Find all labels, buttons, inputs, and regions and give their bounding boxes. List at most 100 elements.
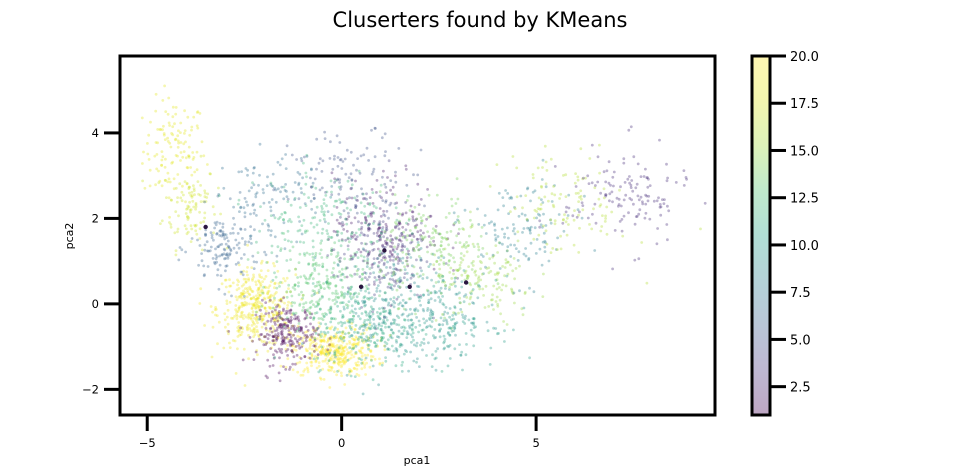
scatter-point	[185, 232, 189, 236]
scatter-point	[401, 250, 405, 254]
scatter-point	[404, 308, 408, 312]
scatter-point	[364, 311, 368, 314]
scatter-point	[506, 260, 510, 264]
scatter-point	[449, 283, 452, 286]
scatter-point	[331, 167, 335, 171]
scatter-point	[550, 192, 554, 196]
scatter-point	[334, 332, 338, 336]
scatter-point	[421, 237, 424, 241]
scatter-point	[259, 315, 263, 319]
scatter-point	[292, 312, 296, 316]
scatter-point	[230, 316, 233, 320]
scatter-point	[216, 273, 219, 277]
scatter-point	[397, 227, 401, 231]
scatter-point	[298, 302, 302, 306]
scatter-point	[453, 260, 456, 264]
scatter-point	[319, 286, 323, 290]
scatter-point	[392, 299, 395, 303]
scatter-point	[270, 184, 274, 188]
scatter-point	[427, 301, 430, 304]
scatter-point	[367, 275, 371, 279]
scatter-point	[425, 217, 428, 221]
scatter-point	[194, 203, 198, 207]
scatter-point	[404, 301, 408, 304]
scatter-point	[216, 194, 220, 198]
scatter-point	[393, 245, 396, 249]
scatter-point	[391, 192, 395, 196]
scatter-point	[364, 310, 367, 314]
scatter-point	[372, 204, 376, 208]
scatter-point	[291, 368, 295, 372]
scatter-point	[537, 212, 540, 216]
scatter-point	[309, 273, 313, 277]
scatter-point	[333, 353, 337, 357]
scatter-point	[342, 296, 346, 300]
scatter-point	[246, 203, 250, 207]
scatter-point	[350, 285, 354, 289]
scatter-point	[241, 327, 244, 331]
scatter-point	[343, 275, 347, 279]
scatter-point	[249, 317, 253, 321]
scatter-point	[332, 350, 336, 353]
scatter-point	[304, 347, 308, 351]
scatter-point	[378, 307, 381, 310]
scatter-point	[413, 293, 417, 297]
scatter-point	[474, 273, 478, 277]
scatter-point	[363, 323, 367, 327]
scatter-point	[330, 276, 333, 279]
scatter-point	[262, 296, 266, 300]
scatter-point	[261, 280, 264, 283]
scatter-point	[438, 276, 442, 280]
scatter-point	[343, 257, 346, 261]
scatter-point	[470, 321, 473, 325]
scatter-point	[394, 226, 397, 230]
scatter-point	[336, 351, 339, 354]
scatter-point	[480, 253, 483, 257]
scatter-point	[355, 363, 358, 367]
scatter-point	[203, 189, 207, 193]
scatter-point	[338, 259, 342, 263]
scatter-point	[492, 254, 496, 257]
scatter-point	[286, 197, 290, 201]
scatter-point	[513, 206, 516, 209]
scatter-point	[166, 180, 170, 184]
scatter-point	[198, 302, 202, 305]
scatter-point	[330, 316, 333, 320]
scatter-point	[441, 295, 444, 298]
scatter-point	[703, 201, 707, 205]
scatter-point	[388, 249, 392, 253]
scatter-point	[619, 185, 622, 189]
scatter-point	[213, 262, 217, 266]
scatter-point	[386, 348, 389, 351]
scatter-point	[298, 329, 301, 333]
scatter-point	[327, 308, 331, 312]
scatter-point	[234, 238, 238, 242]
scatter-point	[160, 150, 164, 154]
scatter-point	[218, 234, 222, 237]
scatter-point	[337, 336, 341, 340]
scatter-point	[187, 205, 191, 209]
scatter-point	[242, 347, 246, 351]
scatter-point	[448, 326, 452, 330]
scatter-point	[401, 332, 405, 336]
scatter-point	[381, 175, 384, 179]
scatter-point	[332, 275, 335, 278]
scatter-point	[179, 131, 182, 135]
scatter-point	[255, 214, 258, 217]
scatter-point	[438, 300, 442, 304]
scatter-point	[282, 277, 285, 280]
scatter-point	[236, 283, 240, 287]
scatter-point	[334, 292, 337, 295]
scatter-point	[573, 181, 577, 185]
scatter-point	[164, 179, 167, 182]
scatter-point	[282, 325, 286, 328]
scatter-point	[269, 293, 273, 297]
scatter-point	[332, 317, 335, 320]
scatter-point	[401, 298, 405, 302]
scatter-point	[641, 202, 645, 206]
scatter-point	[391, 238, 395, 242]
scatter-point	[272, 356, 276, 360]
scatter-point	[401, 244, 405, 248]
scatter-point	[375, 332, 379, 336]
scatter-point	[341, 239, 344, 243]
